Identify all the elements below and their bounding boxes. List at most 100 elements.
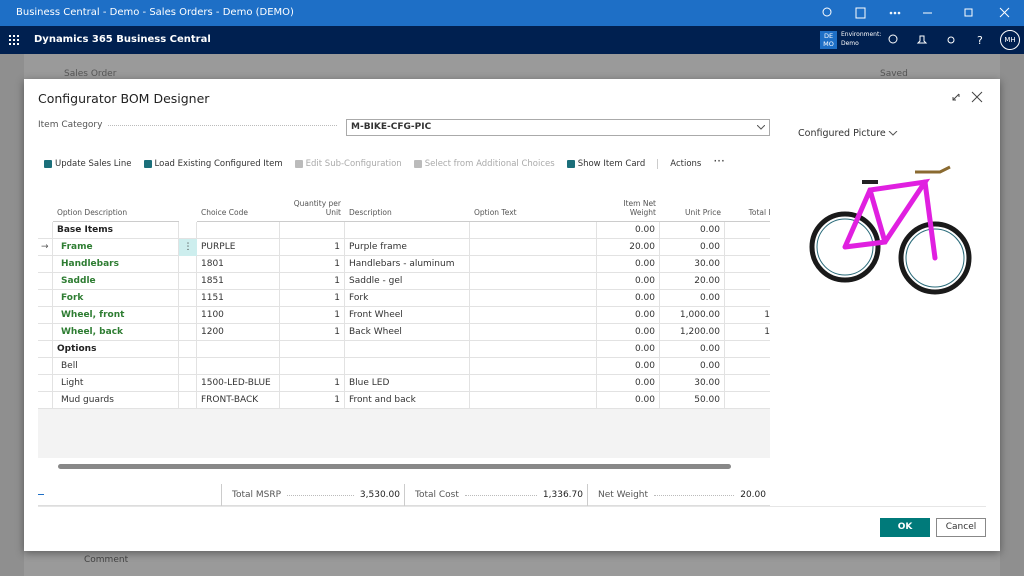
grid-cell: [197, 222, 280, 239]
grid-cell: Base Items: [53, 222, 179, 239]
total-leader: [287, 494, 354, 496]
action-button[interactable]: Update Sales Line: [44, 159, 132, 169]
grid-cell: [470, 256, 597, 273]
grid-cell: 1200: [197, 324, 280, 341]
grid-cell: [38, 222, 53, 239]
dropdown-icon: [888, 130, 898, 136]
grid-cell: 1851: [197, 273, 280, 290]
grid-cell: [280, 222, 345, 239]
total-label: Total MSRP: [232, 490, 282, 500]
action-bar: Update Sales Line Load Existing Configure…: [44, 154, 725, 169]
window-title: Business Central - Demo - Sales Orders -…: [16, 7, 294, 18]
grid-cell: 30.00: [660, 375, 725, 392]
grid-cell: [179, 375, 197, 392]
grid-cell: [179, 222, 197, 239]
field-label: Item Category: [38, 120, 103, 130]
total-field: Total MSRP 3,530.00: [221, 484, 404, 506]
action-icon: [294, 160, 303, 168]
cancel-button[interactable]: Cancel: [936, 518, 986, 537]
env-badge-line: DE: [823, 32, 834, 40]
row-menu[interactable]: ⋮: [179, 239, 197, 256]
scroll-thumb[interactable]: [58, 464, 731, 469]
grid-cell: 1: [280, 290, 345, 307]
footer-divider: [38, 506, 986, 507]
action-button[interactable]: Edit Sub-Configuration: [294, 159, 402, 169]
grid-cell: [38, 273, 53, 290]
picture-label[interactable]: Configured Picture: [798, 128, 898, 139]
grid-cell: 0: [725, 290, 770, 307]
env-badge: DE MO: [820, 31, 837, 49]
grid-cell: [179, 358, 197, 375]
grid-cell: [179, 273, 197, 290]
action-label: Load Existing Configured Item: [154, 159, 283, 169]
grid-cell: [179, 256, 197, 273]
grid-cell: [470, 324, 597, 341]
grid-cell: [345, 222, 470, 239]
total-label: Total Cost: [415, 490, 459, 500]
dialog-title: Configurator BOM Designer: [38, 91, 210, 106]
action-button[interactable]: Select from Additional Choices: [413, 159, 555, 169]
grid-cell: [38, 290, 53, 307]
grid-cell: Front and back: [345, 392, 470, 409]
user-avatar[interactable]: MH: [1000, 30, 1020, 50]
action-label: Show Item Card: [577, 159, 646, 169]
grid-cell: [179, 392, 197, 409]
app-launcher[interactable]: [9, 35, 19, 45]
grid-cell: [38, 239, 53, 256]
grid-cell: Mud guards: [53, 392, 179, 409]
total-leader: [654, 494, 735, 496]
grid-cell: 0.00: [660, 222, 725, 239]
app-icons[interactable]: ?: [885, 33, 985, 47]
grid-cell: 0.00: [597, 222, 660, 239]
scrollbar[interactable]: [38, 461, 770, 471]
grid-cell: 0.00: [597, 273, 660, 290]
action-icon: [44, 160, 52, 168]
grid-cell: [179, 324, 197, 341]
action-button[interactable]: Load Existing Configured Item: [143, 159, 283, 169]
dialog-controls[interactable]: [950, 91, 986, 103]
grid-cell: 0.00: [597, 307, 660, 324]
column-header: Option Text: [470, 195, 597, 222]
background-row: Comment: [84, 555, 129, 565]
grid-cell: Options: [53, 341, 179, 358]
grid-cell: [280, 358, 345, 375]
column-header: Unit Price: [660, 195, 725, 222]
grid-cell: 1: [280, 239, 345, 256]
action-button[interactable]: Show Item Card: [566, 159, 646, 169]
env-name: Demo: [841, 40, 859, 47]
grid-cell: 0.00: [597, 375, 660, 392]
svg-text:?: ?: [977, 34, 983, 47]
grid-cell: 50: [725, 392, 770, 409]
column-header: Quantity per Unit: [280, 195, 345, 222]
grid-cell: [470, 358, 597, 375]
app-bar: Dynamics 365 Business Central DE MO Envir…: [0, 26, 1024, 54]
grid-cell: Wheel, back: [53, 324, 179, 341]
more-button[interactable]: ···: [713, 154, 725, 168]
grid-cell: 1: [280, 392, 345, 409]
action-icon: [566, 160, 575, 168]
app-name: Dynamics 365 Business Central: [34, 34, 211, 45]
grid-cell: Wheel, front: [53, 307, 179, 324]
item-category-input[interactable]: M-BIKE-CFG-PIC: [346, 119, 770, 136]
grid-cell: [38, 375, 53, 392]
action-icon: [413, 160, 422, 168]
window-controls[interactable]: [820, 5, 1020, 21]
grid-cell: 0.00: [597, 290, 660, 307]
grid-cell: 0: [725, 239, 770, 256]
column-header: Total Line P: [725, 195, 770, 222]
grid-cell: [470, 307, 597, 324]
grid-cell: 1801: [197, 256, 280, 273]
grid-header-bg: [38, 195, 770, 222]
grid-cell: [179, 307, 197, 324]
dropdown-icon: [757, 125, 765, 130]
ok-button[interactable]: OK: [880, 518, 930, 537]
grid-cell: [38, 324, 53, 341]
grid-cell: 20: [725, 273, 770, 290]
bom-grid: Option Description Choice Code Quantity pe…: [38, 195, 770, 458]
actions-menu[interactable]: Actions: [657, 159, 701, 169]
totals-marker: [38, 494, 44, 495]
total-value: 1,336.70: [542, 490, 583, 500]
action-label: Update Sales Line: [55, 159, 132, 169]
env-label: Environment:: [841, 31, 882, 38]
grid-cell: [470, 375, 597, 392]
